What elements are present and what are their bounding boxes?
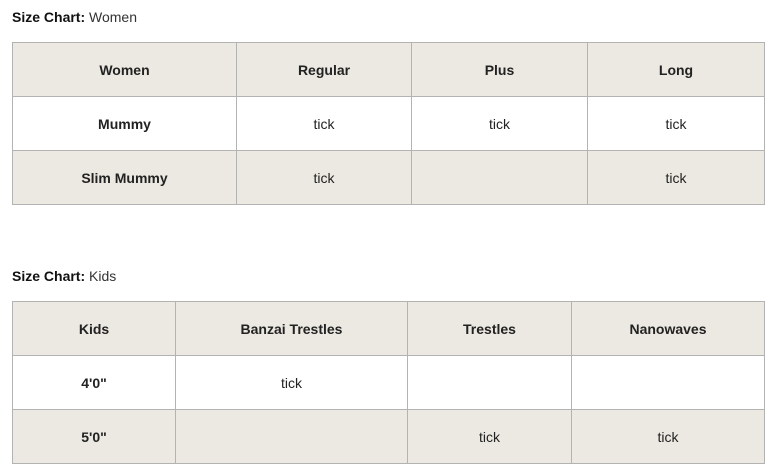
table-cell: tick <box>175 355 408 410</box>
column-header: Kids <box>12 301 176 356</box>
header-row: Kids Banzai Trestles Trestles Nanowaves <box>12 301 765 356</box>
table-cell: tick <box>236 96 412 151</box>
column-header: Plus <box>411 42 588 97</box>
column-header: Banzai Trestles <box>175 301 408 356</box>
table-cell: tick <box>236 150 412 205</box>
table-cell: tick <box>411 96 588 151</box>
kids-size-table: Kids Banzai Trestles Trestles Nanowaves 4'0"… <box>12 301 765 464</box>
women-size-table: Women Regular Plus Long Mummy tick tick tick Sli… <box>12 42 765 205</box>
caption-label: Size Chart: <box>12 268 86 284</box>
column-header: Trestles <box>407 301 572 356</box>
column-header: Women <box>12 42 237 97</box>
column-header: Nanowaves <box>571 301 765 356</box>
kids-size-chart-caption: Size Chart: Kids <box>12 268 116 284</box>
row-header: Mummy <box>12 96 237 151</box>
table-cell <box>407 355 572 410</box>
table-cell: tick <box>571 409 765 464</box>
women-size-chart-caption: Size Chart: Women <box>12 9 137 25</box>
table-cell: tick <box>587 150 765 205</box>
table-cell: tick <box>587 96 765 151</box>
caption-value: Kids <box>89 268 117 284</box>
row-header: Slim Mummy <box>12 150 237 205</box>
table-row: 4'0" tick <box>12 355 765 410</box>
column-header: Long <box>587 42 765 97</box>
header-row: Women Regular Plus Long <box>12 42 765 97</box>
table-cell <box>571 355 765 410</box>
table-row: Mummy tick tick tick <box>12 96 765 151</box>
table-cell <box>175 409 408 464</box>
table-cell <box>411 150 588 205</box>
table-row: Slim Mummy tick tick <box>12 150 765 205</box>
caption-value: Women <box>89 9 137 25</box>
table-cell: tick <box>407 409 572 464</box>
table-row: 5'0" tick tick <box>12 409 765 464</box>
row-header: 5'0" <box>12 409 176 464</box>
caption-label: Size Chart: <box>12 9 86 25</box>
row-header: 4'0" <box>12 355 176 410</box>
column-header: Regular <box>236 42 412 97</box>
